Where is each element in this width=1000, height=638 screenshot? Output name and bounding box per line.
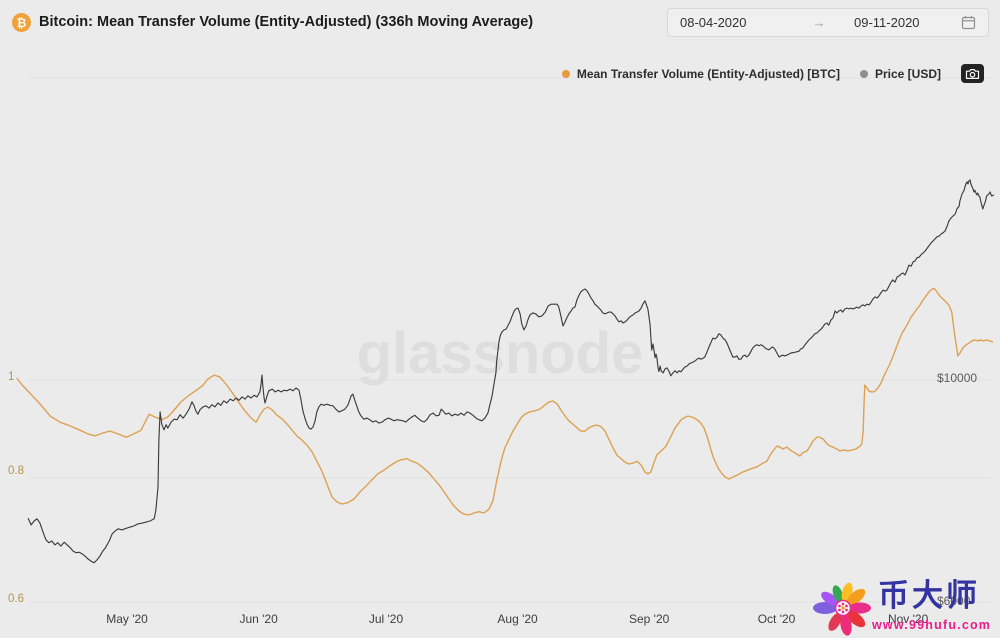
start-date-value[interactable]: 08-04-2020 <box>680 15 747 30</box>
camera-icon <box>965 68 980 80</box>
volume-series-dot-icon <box>561 69 570 78</box>
legend-item-volume[interactable]: Mean Transfer Volume (Entity-Adjusted) [… <box>561 66 840 81</box>
range-arrow-icon: → <box>812 15 826 30</box>
flower-logo-icon <box>813 582 871 636</box>
site-name: 币大师 <box>878 578 980 613</box>
legend-volume-label: Mean Transfer Volume (Entity-Adjusted) [… <box>576 66 840 81</box>
volume-series-line <box>16 287 994 516</box>
calendar-icon[interactable] <box>961 15 976 30</box>
camera-button[interactable] <box>961 64 984 83</box>
price-series-dot-icon <box>859 69 868 78</box>
site-watermark: 币大师 www.99hufu.com <box>806 572 1000 638</box>
site-url: www.99hufu.com <box>872 618 992 632</box>
chart-legend: Mean Transfer Volume (Entity-Adjusted) [… <box>561 64 984 83</box>
glassnode-watermark: glassnode <box>356 321 644 386</box>
date-range-picker[interactable]: 08-04-2020 → 09-11-2020 <box>667 8 989 37</box>
price-series-line <box>27 179 994 564</box>
legend-price-label: Price [USD] <box>874 66 941 81</box>
legend-item-price[interactable]: Price [USD] <box>859 66 941 81</box>
gridlines <box>28 77 990 603</box>
page-title: Bitcoin: Mean Transfer Volume (Entity-Ad… <box>39 14 534 30</box>
end-date-value[interactable]: 09-11-2020 <box>854 15 920 30</box>
bitcoin-icon: ₿ <box>12 13 31 32</box>
